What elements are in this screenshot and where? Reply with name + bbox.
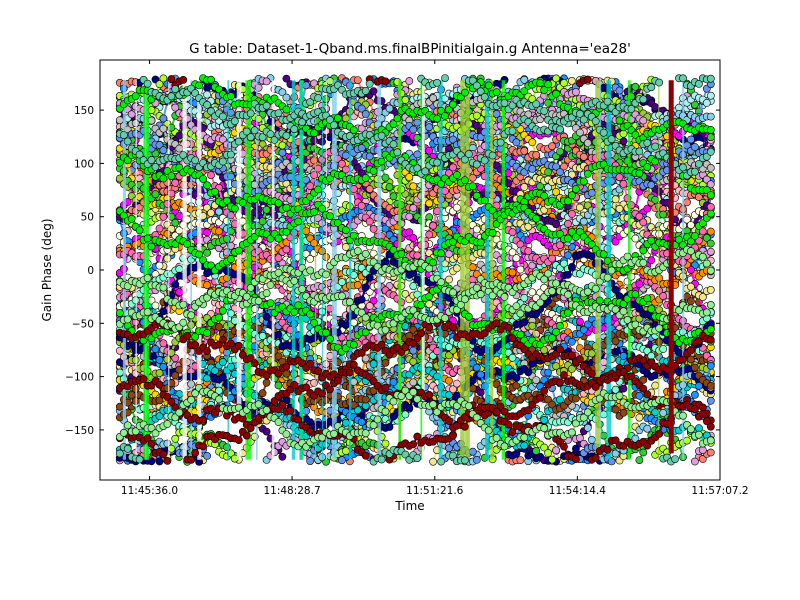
data-point [706,396,715,405]
data-point [698,446,707,454]
data-point [175,212,184,220]
data-point [532,447,541,455]
data-point [583,423,592,432]
data-point [504,169,513,177]
data-point [599,431,608,440]
data-point [262,77,271,86]
data-point [552,446,560,455]
data-point [651,103,660,111]
chart-title: G table: Dataset-1-Qband.ms.finalBPiniti… [189,41,631,57]
data-point [429,457,437,466]
data-point [476,388,485,397]
data-point [643,424,652,433]
data-point [274,381,283,390]
data-point [262,427,271,436]
data-point [587,435,596,444]
data-point [706,448,715,457]
data-point [643,204,652,213]
data-point [445,376,453,385]
data-point [516,456,525,464]
data-point [635,413,644,422]
data-point [302,407,311,415]
data-point [282,74,291,83]
data-point [619,384,628,393]
data-point [369,87,378,95]
data-point [353,76,362,84]
data-point [425,146,434,155]
data-point [155,457,164,466]
data-point [659,408,668,417]
data-point [278,452,287,461]
data-point [409,346,418,355]
data-point [631,82,640,91]
plot-area [115,74,715,466]
data-point [691,457,699,466]
data-point [544,98,552,107]
data-point [651,381,660,390]
data-point [222,443,231,452]
data-point [405,77,414,85]
data-point [282,93,291,102]
